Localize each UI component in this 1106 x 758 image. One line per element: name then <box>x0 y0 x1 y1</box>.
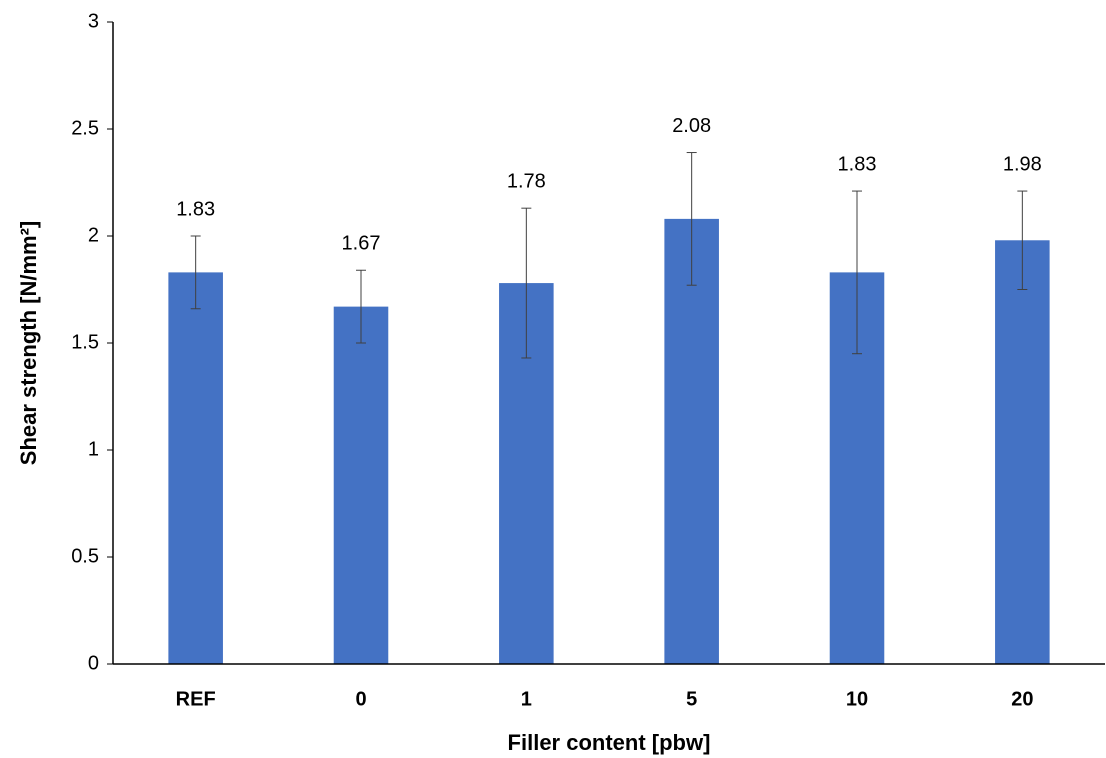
y-tick-label: 1 <box>88 438 99 460</box>
bar <box>995 240 1050 664</box>
y-tick-label: 0 <box>88 652 99 674</box>
y-tick-label: 0.5 <box>71 545 99 567</box>
error-bar <box>852 190 862 355</box>
y-tick-label: 2.5 <box>71 117 99 139</box>
error-bar <box>1017 190 1028 290</box>
y-tick-label: 3 <box>88 10 99 32</box>
data-label: 1.83 <box>176 198 215 220</box>
x-tick-label: 20 <box>1011 688 1033 710</box>
x-axis-title: Filler content [pbw] <box>508 730 711 755</box>
x-tick-label: 5 <box>686 688 697 710</box>
data-label: 1.78 <box>507 170 546 192</box>
data-label: 1.98 <box>1003 153 1042 175</box>
x-tick-label: REF <box>176 688 216 710</box>
bar <box>664 218 719 664</box>
data-label: 2.08 <box>672 115 711 137</box>
error-bar <box>521 207 532 359</box>
error-bar <box>190 235 201 310</box>
data-label: 1.83 <box>838 153 877 175</box>
bar <box>168 272 223 664</box>
data-label: 1.67 <box>342 233 381 255</box>
x-tick-label: 0 <box>355 688 366 710</box>
y-tick-label: 2 <box>88 224 99 246</box>
error-bar <box>686 152 697 286</box>
y-tick-label: 1.5 <box>71 331 99 353</box>
x-tick-label: 10 <box>846 688 868 710</box>
y-axis-title: Shear strength [N/mm²] <box>16 221 41 465</box>
bar <box>333 306 389 664</box>
error-bar <box>356 269 366 344</box>
x-tick-label: 1 <box>521 688 532 710</box>
